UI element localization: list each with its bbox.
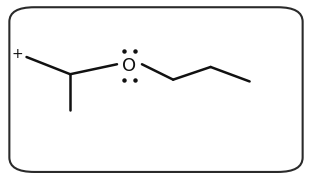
Text: O: O xyxy=(122,57,137,75)
FancyBboxPatch shape xyxy=(9,7,303,172)
Text: +: + xyxy=(11,47,23,61)
